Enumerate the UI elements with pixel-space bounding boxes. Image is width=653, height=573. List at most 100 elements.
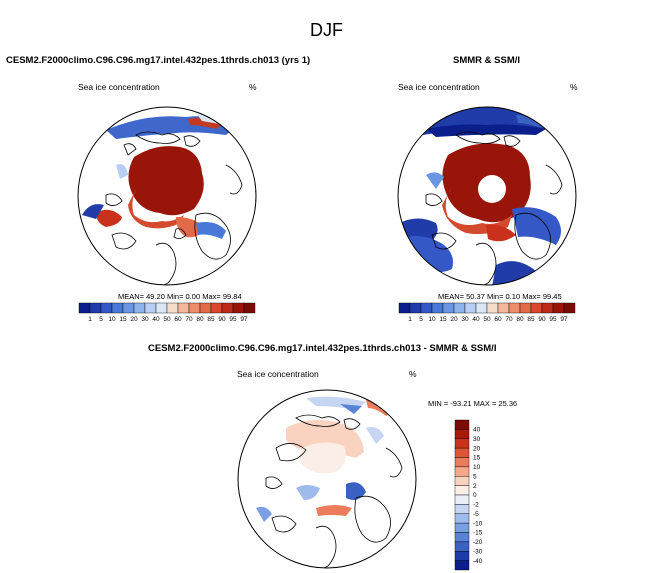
diff-colorbar-label: 15: [473, 455, 481, 462]
obs-colorbar-swatch: [541, 302, 554, 314]
diff-colorbar-swatch: [454, 466, 470, 477]
obs-colorbar: 1 5 10 15 20 30 40 50 60 70 80 85 90 95 97: [398, 302, 576, 323]
obs-colorbar-swatch: [464, 302, 477, 314]
obs-polar-map: [397, 106, 577, 286]
diff-colorbar-label: -20: [473, 539, 483, 546]
diff-colorbar-label: -10: [473, 520, 483, 527]
obs-colorbar-swatch: [420, 302, 433, 314]
obs-colorbar-swatch: [486, 302, 499, 314]
obs-colorbar-label: 70: [505, 316, 513, 323]
model-stats: MEAN= 49.20 Min= 0.00 Max= 99.84: [118, 292, 242, 301]
diff-colorbar-label: 0: [473, 492, 477, 499]
obs-colorbar-label: 95: [549, 316, 557, 323]
model-colorbar-label: 1: [88, 316, 92, 323]
model-colorbar-swatch: [188, 302, 201, 314]
diff-colorbar-swatch: [454, 485, 470, 496]
diff-colorbar-swatch: [454, 476, 470, 486]
model-colorbar-swatch: [144, 302, 157, 314]
diff-colorbar-swatch: [454, 457, 470, 468]
model-colorbar: 1 5 10 15 20 30 40 50 60 70 80 85 90 95 97: [78, 302, 256, 323]
obs-colorbar-label: 30: [461, 316, 469, 323]
model-colorbar-swatch: [210, 302, 223, 314]
diff-colorbar-label: 10: [473, 464, 481, 471]
obs-colorbar-label: 5: [419, 316, 423, 323]
obs-colorbar-swatch: [519, 302, 532, 314]
model-colorbar-label: 15: [119, 316, 127, 323]
diff-colorbar-swatch: [454, 429, 470, 439]
diff-colorbar-swatch: [454, 551, 470, 561]
diff-colorbar-label: 5: [473, 473, 477, 480]
obs-colorbar-label: 15: [439, 316, 447, 323]
diff-colorbar-label: -2: [473, 502, 479, 509]
obs-colorbar-label: 80: [516, 316, 524, 323]
diff-stats: MIN = -93.21 MAX = 25.36: [428, 399, 518, 408]
diff-colorbar-label: -40: [473, 558, 483, 565]
obs-colorbar-swatch: [563, 302, 576, 314]
model-colorbar-swatch: [177, 302, 190, 314]
model-colorbar-swatch: [243, 302, 256, 314]
model-colorbar-label: 90: [218, 316, 226, 323]
model-panel-title: CESM2.F2000climo.C96.C96.mg17.intel.432p…: [6, 55, 311, 66]
model-arctic-ice: [128, 146, 204, 216]
diff-colorbar-label: 20: [473, 445, 481, 452]
diff-colorbar-swatch: [454, 532, 470, 543]
figure-title: DJF: [310, 20, 343, 40]
model-colorbar-label: 85: [207, 316, 215, 323]
obs-colorbar-label: 90: [538, 316, 546, 323]
model-colorbar-swatch: [100, 302, 113, 314]
model-colorbar-swatch: [232, 302, 245, 314]
diff-colorbar-swatch: [454, 513, 470, 524]
diff-colorbar-swatch: [454, 504, 470, 514]
obs-colorbar-swatch: [431, 302, 444, 314]
diff-colorbar-label: -5: [473, 511, 479, 518]
obs-colorbar-swatch: [398, 302, 411, 314]
model-colorbar-label: 97: [240, 316, 248, 323]
diff-colorbar-label: 30: [473, 436, 481, 443]
obs-panel-title: SMMR & SSM/I: [453, 55, 521, 66]
model-colorbar-label: 10: [108, 316, 116, 323]
diff-colorbar-swatch: [454, 447, 470, 458]
diff-colorbar-swatch: [454, 494, 470, 505]
model-colorbar-label: 70: [185, 316, 193, 323]
model-colorbar-swatch: [89, 302, 102, 314]
obs-variable-label: Sea ice concentration: [398, 82, 480, 92]
diff-units-label: %: [409, 369, 417, 379]
diff-colorbar-swatch: [454, 522, 470, 533]
model-colorbar-label: 60: [174, 316, 182, 323]
obs-colorbar-swatch: [409, 302, 422, 314]
obs-units-label: %: [570, 82, 578, 92]
diff-variable-label: Sea ice concentration: [237, 369, 319, 379]
model-colorbar-swatch: [166, 302, 179, 314]
obs-colorbar-swatch: [530, 302, 543, 314]
obs-colorbar-label: 97: [560, 316, 568, 323]
obs-colorbar-swatch: [508, 302, 521, 314]
diff-colorbar-label: -15: [473, 530, 483, 537]
obs-colorbar-label: 20: [450, 316, 458, 323]
diff-panel-title: CESM2.F2000climo.C96.C96.mg17.intel.432p…: [148, 343, 497, 354]
obs-colorbar-label: 60: [494, 316, 502, 323]
model-colorbar-label: 50: [163, 316, 171, 323]
model-colorbar-swatch: [133, 302, 146, 314]
model-colorbar-label: 30: [141, 316, 149, 323]
obs-stats: MEAN= 50.37 Min= 0.10 Max= 99.45: [438, 292, 562, 301]
diff-colorbar-swatch: [454, 560, 470, 571]
model-colorbar-label: 95: [229, 316, 237, 323]
model-colorbar-swatch: [155, 302, 168, 314]
obs-colorbar-label: 10: [428, 316, 436, 323]
diff-colorbar-swatch: [454, 541, 470, 552]
model-colorbar-swatch: [122, 302, 135, 314]
obs-colorbar-label: 85: [527, 316, 535, 323]
model-units-label: %: [249, 82, 257, 92]
obs-colorbar-swatch: [442, 302, 455, 314]
model-polar-map: [77, 106, 257, 286]
model-colorbar-label: 40: [152, 316, 160, 323]
obs-colorbar-label: 1: [408, 316, 412, 323]
diff-polar-map: [237, 389, 417, 569]
model-colorbar-label: 20: [130, 316, 138, 323]
obs-colorbar-swatch: [475, 302, 488, 314]
model-colorbar-label: 5: [99, 316, 103, 323]
obs-colorbar-swatch: [552, 302, 565, 314]
obs-colorbar-label: 50: [483, 316, 491, 323]
diff-colorbar-label: -30: [473, 548, 483, 555]
model-colorbar-swatch: [78, 302, 91, 314]
